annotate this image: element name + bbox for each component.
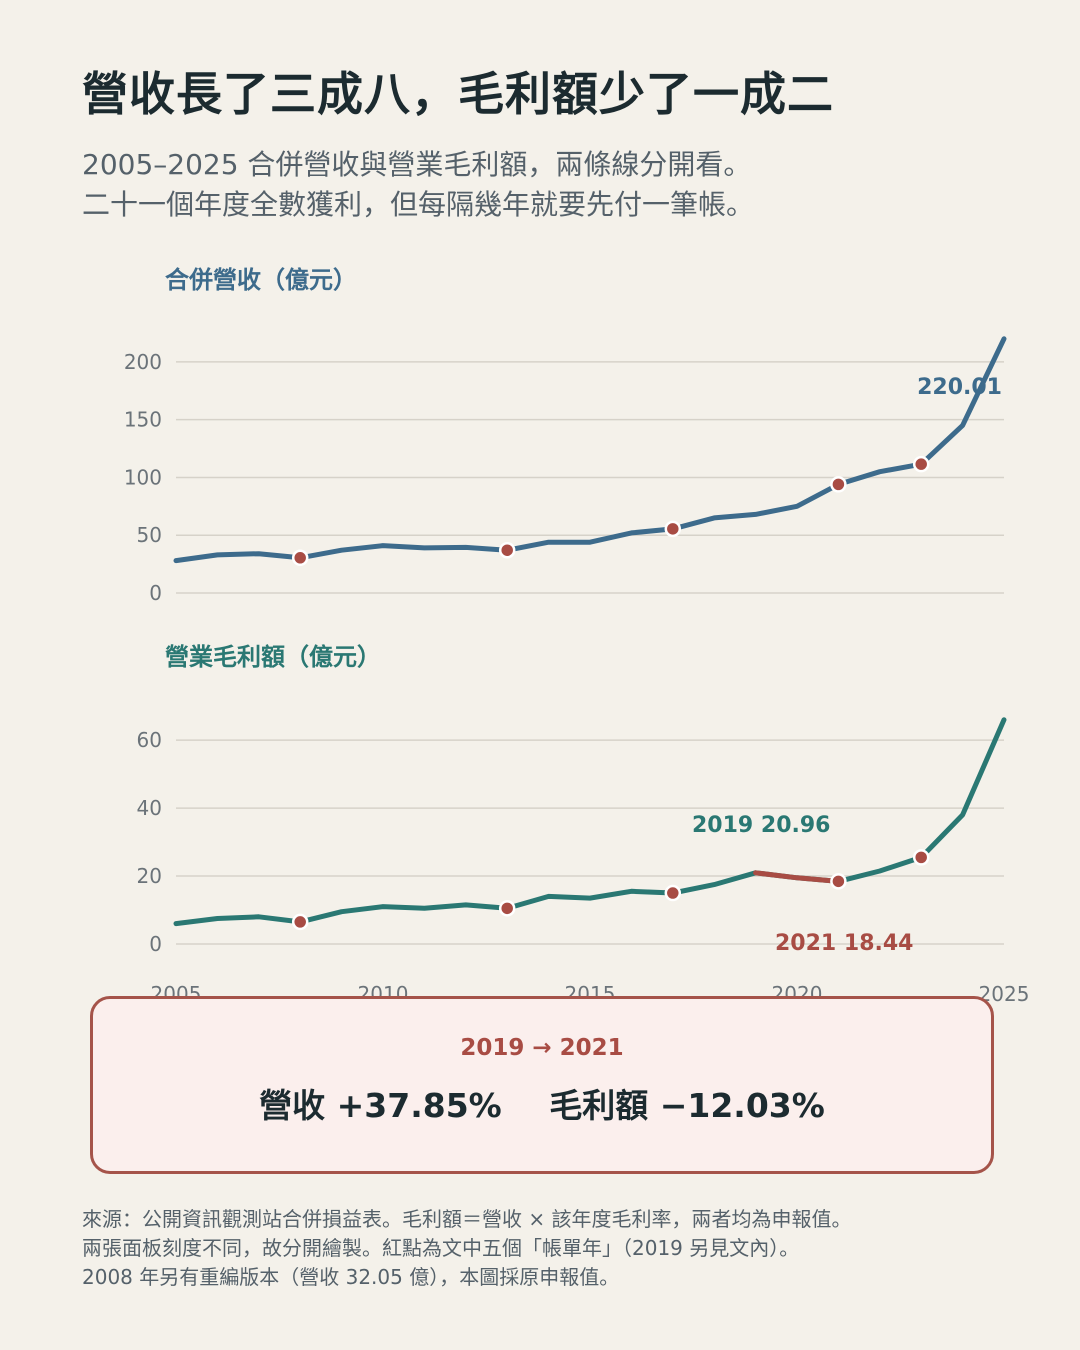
highlight-point xyxy=(291,913,309,931)
change-callout-box: 2019 → 2021 營收 +37.85% 毛利額 −12.03% xyxy=(90,996,994,1174)
highlight-point xyxy=(664,884,682,902)
annotation-2019: 2019 20.96 xyxy=(692,813,830,838)
highlight-point xyxy=(912,455,930,473)
callout-changes: 營收 +37.85% 毛利額 −12.03% xyxy=(93,1079,991,1127)
y-tick-label: 60 xyxy=(137,728,162,752)
highlight-segment xyxy=(753,870,841,884)
y-tick-label: 20 xyxy=(137,864,162,888)
subtitle: 2005–2025 合併營收與營業毛利額，兩條線分開看。 二十一個年度全數獲利，… xyxy=(82,145,754,225)
end-value-label: 220.01 xyxy=(917,375,1002,400)
callout-period: 2019 → 2021 xyxy=(460,1035,624,1061)
footnote-line-3: 2008 年另有重編版本（營收 32.05 億），本圖採原申報值。 xyxy=(82,1265,620,1289)
charts-canvas: 合併營收（億元） 0 50 100 150 200 220.01 營業毛利額（億元） 0 20 40… xyxy=(124,266,1030,1006)
highlight-point xyxy=(664,520,682,538)
footnote: 來源：公開資訊觀測站合併損益表。毛利額＝營收 × 該年度毛利率，兩者均為申報值。… xyxy=(82,1205,851,1292)
page-title: 營收長了三成八，毛利額少了一成二 xyxy=(82,67,834,121)
highlight-point xyxy=(912,849,930,866)
series-line xyxy=(173,717,1007,927)
panel-title: 營業毛利額（億元） xyxy=(165,643,381,671)
y-tick-label: 200 xyxy=(124,350,162,374)
panel-title: 合併營收（億元） xyxy=(165,266,357,294)
footnote-line-2: 兩張面板刻度不同，故分開繪製。紅點為文中五個「帳單年」（2019 另見文內）。 xyxy=(82,1236,800,1260)
footnote-line-1: 來源：公開資訊觀測站合併損益表。毛利額＝營收 × 該年度毛利率，兩者均為申報值。 xyxy=(82,1207,852,1231)
highlight-point xyxy=(830,476,847,493)
highlight-point xyxy=(830,873,847,890)
series-line xyxy=(173,336,1007,564)
subtitle-line-2: 二十一個年度全數獲利，但每隔幾年就要先付一筆帳。 xyxy=(82,188,755,221)
y-tick-label: 0 xyxy=(149,932,162,956)
y-tick-label: 150 xyxy=(124,408,162,432)
y-tick-label: 0 xyxy=(149,581,162,605)
highlight-point xyxy=(498,900,516,917)
subtitle-line-1: 2005–2025 合併營收與營業毛利額，兩條線分開看。 xyxy=(82,148,752,181)
callout-profit-change: 毛利額 −12.03% xyxy=(549,1086,825,1125)
annotation-2021: 2021 18.44 xyxy=(775,931,913,956)
highlight-point xyxy=(291,549,309,567)
callout-revenue-change: 營收 +37.85% xyxy=(259,1086,502,1125)
y-tick-label: 40 xyxy=(137,796,162,820)
y-tick-label: 100 xyxy=(124,465,162,489)
highlight-point xyxy=(498,541,516,559)
y-tick-label: 50 xyxy=(137,523,162,547)
